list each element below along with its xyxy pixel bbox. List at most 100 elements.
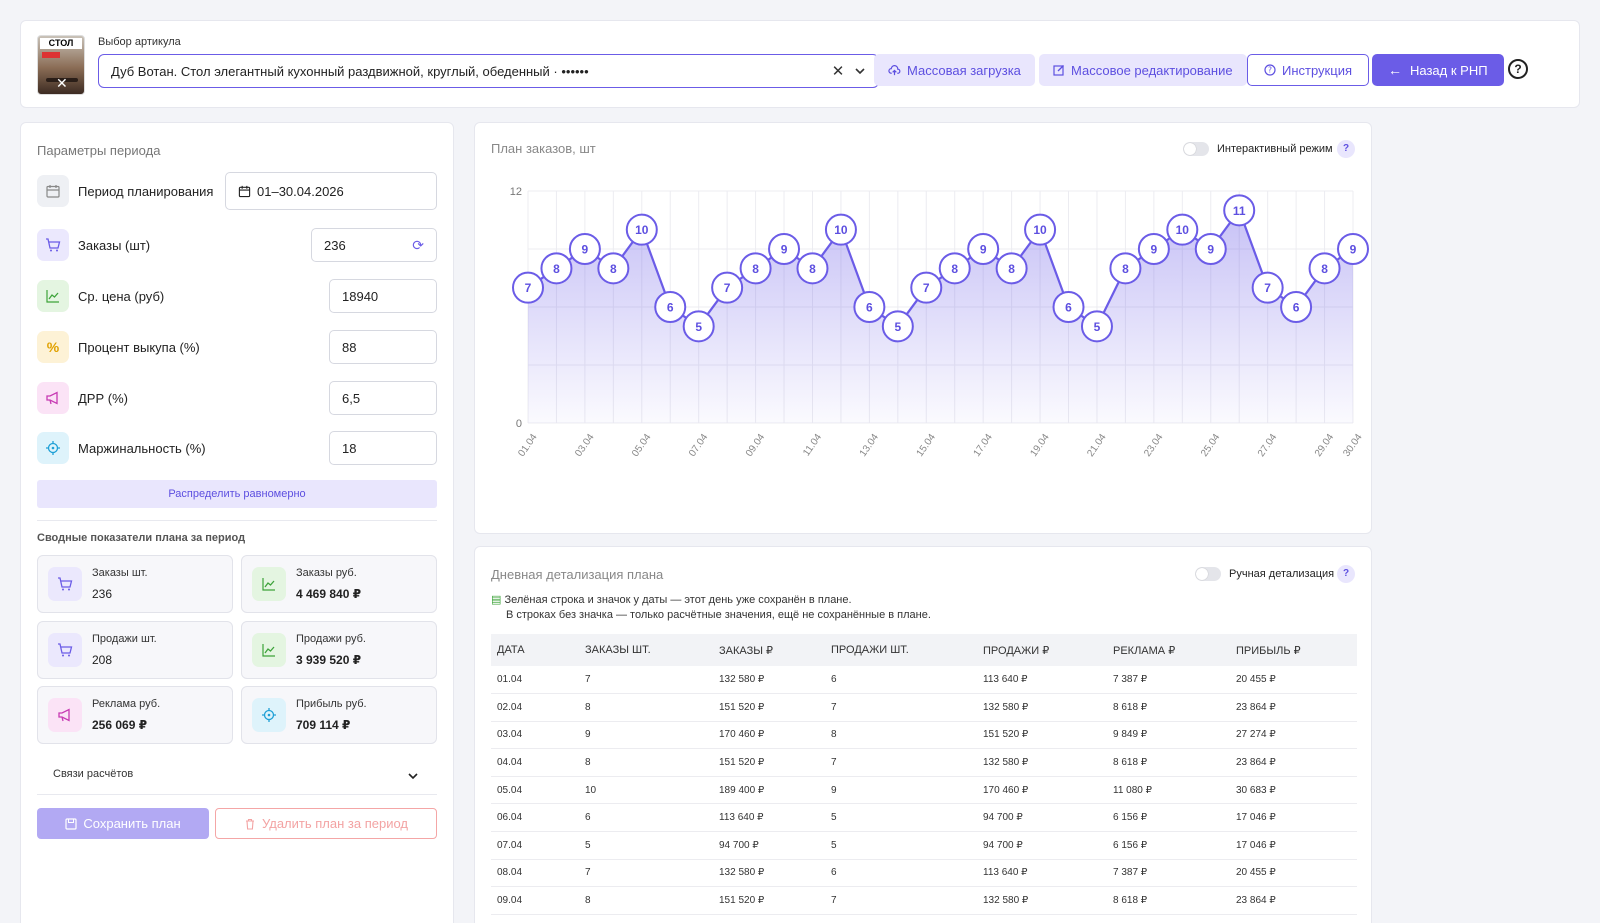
article-select[interactable]: Дуб Вотан. Стол элегантный кухонный разд… <box>98 54 879 88</box>
avg-price-input[interactable]: 18940 <box>329 279 437 313</box>
table-cell: 113 640 ₽ <box>977 859 1107 888</box>
data-point <box>995 252 1028 285</box>
buyout-input[interactable]: 88 <box>329 330 437 364</box>
table-cell: 8 <box>579 693 713 722</box>
distribute-evenly-button[interactable]: Распределить равномерно <box>37 480 437 508</box>
table-cell: 8 <box>579 748 713 777</box>
table-cell: 23 864 ₽ <box>1230 886 1357 915</box>
table-cell: 8 <box>825 721 977 750</box>
data-label: 6 <box>1065 301 1072 315</box>
save-icon <box>65 817 77 830</box>
data-label: 6 <box>866 301 873 315</box>
col-sales-rub: ПРОДАЖИ ₽ <box>977 634 1107 666</box>
table-row: 03.04 9 170 460 ₽8 151 520 ₽9 849 ₽27 274 ₽ <box>491 721 1357 750</box>
data-label: 9 <box>1151 243 1158 257</box>
delete-plan-label: Удалить план за период <box>262 816 408 831</box>
table-cell: 5 <box>825 831 977 860</box>
data-label: 8 <box>752 262 759 276</box>
percent-icon: % <box>37 331 69 363</box>
save-plan-button[interactable]: Сохранить план <box>37 808 209 839</box>
data-label: 8 <box>1008 262 1015 276</box>
table-cell: 132 580 ₽ <box>977 748 1107 777</box>
col-date: ДАТА <box>491 634 579 666</box>
orders-value: 236 <box>324 237 346 253</box>
data-label: 7 <box>1264 281 1271 295</box>
table-row: 06.04 6 113 640 ₽5 94 700 ₽6 156 ₽17 046 ₽ <box>491 803 1357 833</box>
table-cell: 132 580 ₽ <box>713 859 825 888</box>
delete-plan-button[interactable]: Удалить план за период <box>215 808 437 839</box>
drr-input[interactable]: 6,5 <box>329 381 437 415</box>
data-label: 8 <box>553 262 560 276</box>
table-cell: 9 <box>825 776 977 805</box>
data-point <box>1251 271 1284 304</box>
svg-text:?: ? <box>1268 66 1272 75</box>
help-icon[interactable]: ? <box>1508 59 1528 79</box>
data-point <box>796 252 829 285</box>
table-cell: 113 640 ₽ <box>713 803 825 833</box>
data-point <box>910 271 943 304</box>
instruction-button[interactable]: ? Инструкция <box>1247 54 1369 86</box>
table-help-icon[interactable]: ? <box>1337 565 1355 583</box>
chevron-down-icon[interactable] <box>407 770 419 782</box>
calc-links-toggle[interactable]: Связи расчётов <box>53 768 134 780</box>
table-cell: 03.04 <box>491 721 579 750</box>
interactive-mode-toggle[interactable] <box>1183 142 1209 156</box>
data-point <box>540 252 573 285</box>
table-cell: 27 274 ₽ <box>1230 721 1357 750</box>
back-to-rnp-button[interactable]: ← Назад к РНП <box>1372 54 1504 86</box>
table-cell: 132 580 ₽ <box>713 666 825 695</box>
table-row: 08.04 7 132 580 ₽6 113 640 ₽7 387 ₽20 455 ₽ <box>491 859 1357 888</box>
table-cell: 5 <box>579 831 713 860</box>
table-row: 05.04 10 189 400 ₽9 170 460 ₽11 080 ₽30 683… <box>491 776 1357 805</box>
data-label: 6 <box>1293 301 1300 315</box>
table-cell: 6 <box>579 803 713 833</box>
table-cell: 94 700 ₽ <box>713 831 825 860</box>
divider <box>37 794 437 795</box>
x-tick-label: 23.04 <box>1142 432 1166 459</box>
target-icon <box>37 432 69 464</box>
tile-value: 4 469 840 ₽ <box>296 587 362 601</box>
data-label: 10 <box>635 223 649 237</box>
col-orders-rub: ЗАКАЗЫ ₽ <box>713 634 825 666</box>
orders-input[interactable]: 236 ⟳ <box>311 228 437 262</box>
period-input[interactable]: 01–30.04.2026 <box>225 172 437 210</box>
table-cell: 7 387 ₽ <box>1107 666 1230 695</box>
table-cell: 151 520 ₽ <box>713 748 825 777</box>
data-point <box>853 291 886 323</box>
table-cell: 11 080 ₽ <box>1107 776 1230 805</box>
calendar-small-icon <box>238 185 251 197</box>
cloud-upload-icon <box>888 64 901 75</box>
tile-value: 709 114 ₽ <box>296 718 351 732</box>
summary-title: Сводные показатели плана за период <box>37 532 246 544</box>
param-label-orders: Заказы (шт) <box>78 237 151 253</box>
data-label: 5 <box>695 320 702 334</box>
data-point <box>654 291 687 323</box>
table-cell: 94 700 ₽ <box>977 831 1107 860</box>
tile-value: 208 <box>92 653 113 667</box>
buyout-value: 88 <box>342 339 357 355</box>
table-cell: 7 <box>825 886 977 915</box>
chevron-down-icon[interactable] <box>854 65 866 77</box>
data-point <box>1109 252 1142 285</box>
chart-help-icon[interactable]: ? <box>1337 140 1355 158</box>
table-cell: 7 <box>579 666 713 695</box>
clear-icon[interactable]: ✕ <box>831 63 845 80</box>
mass-upload-button[interactable]: Массовая загрузка <box>874 54 1035 86</box>
table-cell: 6 <box>825 666 977 695</box>
manual-detail-toggle[interactable] <box>1195 567 1221 581</box>
table-cell: 02.04 <box>491 693 579 722</box>
instruction-label: Инструкция <box>1282 62 1352 78</box>
table-cell: 132 580 ₽ <box>977 886 1107 915</box>
table-cell: 8 618 ₽ <box>1107 748 1230 777</box>
margin-input[interactable]: 18 <box>329 431 437 465</box>
table-cell: 170 460 ₽ <box>713 721 825 750</box>
table-cell: 04.04 <box>491 748 579 777</box>
period-params-panel: Параметры периода Период планирования 01… <box>20 122 454 923</box>
refresh-icon[interactable]: ⟳ <box>412 236 424 253</box>
table-cell: 94 700 ₽ <box>977 803 1107 833</box>
summary-tile-sales-rub: Продажи руб. 3 939 520 ₽ <box>241 621 437 679</box>
table-cell: 5 <box>825 803 977 833</box>
mass-edit-button[interactable]: Массовое редактирование <box>1039 54 1247 86</box>
data-point <box>1166 213 1199 246</box>
table-row: 01.04 7 132 580 ₽6 113 640 ₽7 387 ₽20 455 ₽ <box>491 666 1357 695</box>
